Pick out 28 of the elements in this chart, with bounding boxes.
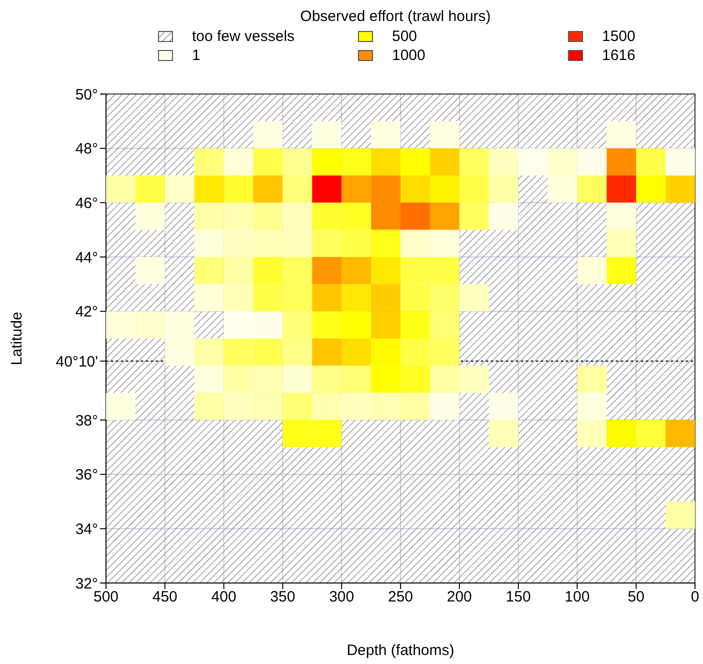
y-tick-label: 48° [75,140,98,158]
x-tick-label: 150 [506,588,531,606]
x-axis-title: Depth (fathoms) [346,642,454,659]
x-tick-label: 200 [446,588,472,606]
x-tick-label: 0 [690,588,700,606]
legend-label: 1 [192,47,200,64]
y-axis-title: Latitude [8,312,26,366]
x-tick-label: 50 [628,588,644,606]
y-tick-label: 34° [75,520,98,538]
legend-label: 500 [392,28,418,45]
text: too few vessels [192,28,295,45]
x-tick-label: 300 [329,588,354,606]
legend-title: Observed effort (trawl hours) [299,8,492,25]
y-tick-label: 42° [75,304,98,321]
legend-label: 1616 [602,47,636,64]
x-tick-label: 100 [564,588,590,606]
y-tick-label: 44° [75,249,98,266]
x-tick-label: 350 [270,588,296,606]
y-tick-label: 38° [75,412,98,430]
x-tick-label: 250 [388,588,414,606]
y-tick-label: 40°10' [56,353,98,370]
x-tick-label: 450 [152,588,178,606]
y-tick-label: 50° [75,86,98,104]
y-tick-label: 46° [75,194,98,212]
legend-label: 1000 [392,47,426,64]
legend-label: 1500 [602,28,636,45]
y-tick-label: 36° [75,466,98,484]
x-tick-label: 400 [211,588,236,606]
